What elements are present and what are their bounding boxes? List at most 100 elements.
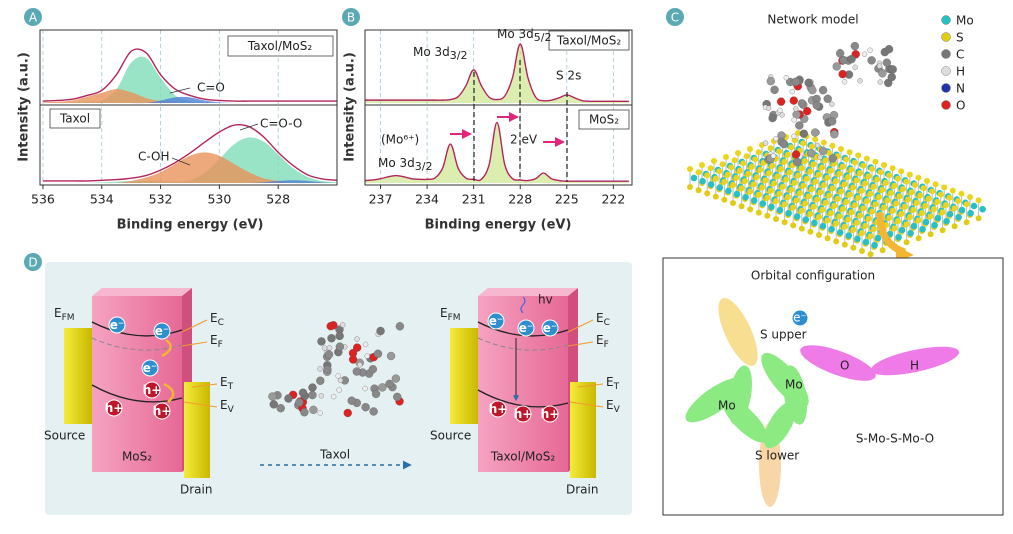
shift-lines xyxy=(473,60,568,182)
atom xyxy=(797,190,803,196)
pointer xyxy=(181,341,208,347)
atom xyxy=(951,223,958,230)
peak-area xyxy=(365,44,629,103)
atom xyxy=(857,78,863,84)
channel-top xyxy=(92,288,192,296)
energy-sub: V xyxy=(614,405,621,415)
atom xyxy=(925,195,932,202)
atom xyxy=(791,77,800,86)
channel-top xyxy=(478,288,578,296)
atom xyxy=(738,185,745,192)
atom xyxy=(833,178,839,184)
shift-arrows xyxy=(450,112,565,147)
atom xyxy=(793,213,801,220)
atom xyxy=(321,345,328,351)
atom xyxy=(887,72,896,82)
atom xyxy=(910,206,917,213)
electrode-label: Drain xyxy=(566,483,598,497)
atom xyxy=(352,367,361,376)
hole xyxy=(105,399,123,417)
atom xyxy=(695,169,702,176)
atom xyxy=(378,383,387,392)
atom xyxy=(820,139,827,146)
energy-symbol: E xyxy=(596,311,604,325)
atom xyxy=(839,163,846,170)
atom xyxy=(819,222,827,230)
atom xyxy=(711,158,717,164)
atom xyxy=(821,182,827,188)
atom xyxy=(826,150,832,156)
atom xyxy=(765,105,772,111)
atom xyxy=(845,232,853,239)
subplot-label: Taxol xyxy=(59,112,90,126)
electron xyxy=(108,316,126,334)
spectrum-line xyxy=(364,121,629,182)
carrier-label: e⁻ xyxy=(155,324,169,338)
energy-sub: C xyxy=(604,318,610,328)
atom xyxy=(724,171,731,178)
x-tick-label: 532 xyxy=(149,192,173,207)
electrode-label: Drain xyxy=(180,483,212,497)
legend-label: S xyxy=(956,31,964,45)
atom xyxy=(829,185,836,192)
atom xyxy=(889,165,896,172)
atom xyxy=(903,221,910,228)
atom xyxy=(326,345,333,351)
panel-label: D xyxy=(24,253,42,271)
energy-label: EV xyxy=(220,398,235,415)
atom xyxy=(336,387,342,393)
atom xyxy=(949,187,956,194)
atom xyxy=(803,107,812,116)
atom xyxy=(970,202,978,210)
atom xyxy=(839,55,848,65)
peak-area xyxy=(42,180,338,184)
atom-label: S upper xyxy=(760,328,807,342)
annotation: Mo 3d3/2 xyxy=(413,45,467,63)
atom xyxy=(846,191,853,198)
legend-label: H xyxy=(956,65,965,79)
atom xyxy=(755,191,762,198)
drain-electrode xyxy=(570,382,596,478)
atom xyxy=(922,218,930,226)
pointer xyxy=(569,401,604,408)
molecule xyxy=(762,41,897,167)
atom xyxy=(828,225,835,233)
atom xyxy=(853,177,860,184)
atom xyxy=(922,202,929,209)
atom xyxy=(725,187,732,195)
atom xyxy=(855,194,862,201)
atom xyxy=(828,117,837,126)
atom xyxy=(859,248,865,254)
atom xyxy=(858,187,865,194)
legend-swatch xyxy=(941,49,951,59)
atom xyxy=(831,202,838,209)
drain-electrode xyxy=(184,382,210,478)
valence-band xyxy=(91,384,183,403)
atom xyxy=(864,198,870,204)
x-tick-label: 234 xyxy=(415,192,439,207)
atom xyxy=(357,362,363,368)
atom xyxy=(799,129,808,138)
panel-title: Network model xyxy=(767,13,858,27)
atom xyxy=(819,146,828,156)
atom xyxy=(716,184,724,191)
atom xyxy=(776,190,783,197)
atom xyxy=(946,210,954,218)
energy-symbol: E xyxy=(440,306,448,320)
atom xyxy=(783,75,789,81)
atom xyxy=(766,170,772,176)
atom xyxy=(762,177,769,184)
atom xyxy=(795,130,801,136)
atom xyxy=(773,135,779,142)
atom xyxy=(788,144,795,151)
atom xyxy=(743,153,750,160)
annotation-text: Mo 3d xyxy=(497,27,534,41)
energy-symbol: E xyxy=(54,306,62,320)
source-electrode xyxy=(64,328,92,424)
atom xyxy=(898,168,905,175)
atom xyxy=(958,190,965,197)
panel-label: A xyxy=(24,8,42,26)
atom xyxy=(824,217,831,224)
atom xyxy=(855,152,862,159)
atom xyxy=(838,188,845,195)
